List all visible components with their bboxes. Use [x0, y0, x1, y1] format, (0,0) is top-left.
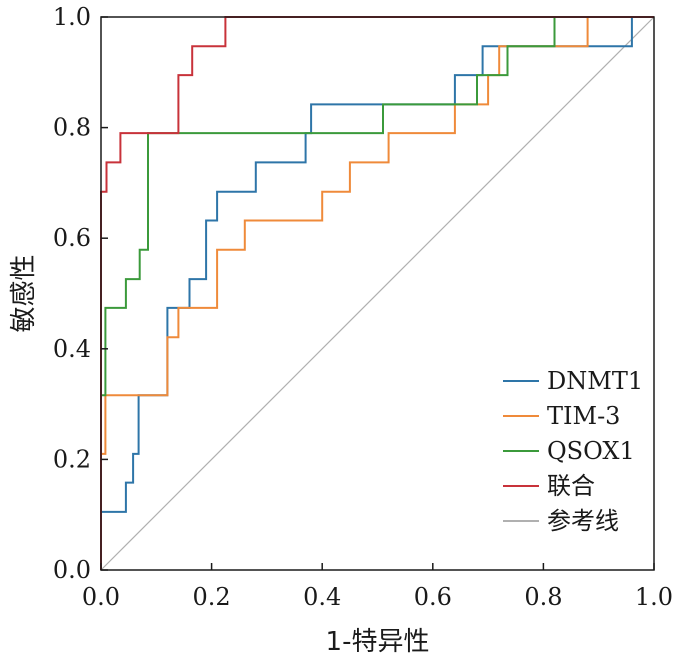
- y-axis-title: 敏感性: [9, 254, 39, 332]
- plot-frame: [100, 16, 655, 571]
- series-line-1: [100, 16, 654, 570]
- x-tick-label: 0.2: [193, 583, 231, 611]
- legend-label: DNMT1: [547, 367, 643, 395]
- x-tick-label: 0.6: [414, 583, 452, 611]
- x-tick-label: 0.8: [524, 583, 562, 611]
- legend-label: QSOX1: [547, 437, 635, 465]
- y-tick-label: 0.0: [53, 556, 91, 584]
- y-tick-label: 0.8: [53, 114, 91, 142]
- legend-label: 联合: [547, 472, 595, 500]
- y-tick-label: 0.2: [53, 445, 91, 473]
- y-tick-label: 1.0: [53, 3, 91, 31]
- x-axis-title: 1-特异性: [326, 627, 430, 657]
- series-line-4: [100, 16, 655, 571]
- legend-label: 参考线: [547, 507, 619, 535]
- x-tick-label: 0.4: [303, 583, 341, 611]
- series-line-2: [100, 16, 654, 570]
- x-tick-label: 1.0: [635, 583, 673, 611]
- series-layer: [100, 16, 655, 571]
- ticks-layer: 0.0 0.2 0.4 0.6 0.8 1.0 0.0 0.2 0.4 0.6 0.8 1.0: [53, 3, 673, 611]
- y-tick-label: 0.6: [53, 224, 91, 252]
- x-tick-label: 0.0: [82, 583, 120, 611]
- y-tick-label: 0.4: [53, 335, 91, 363]
- series-line-3: [100, 16, 654, 570]
- legend-label: TIM-3: [547, 402, 620, 430]
